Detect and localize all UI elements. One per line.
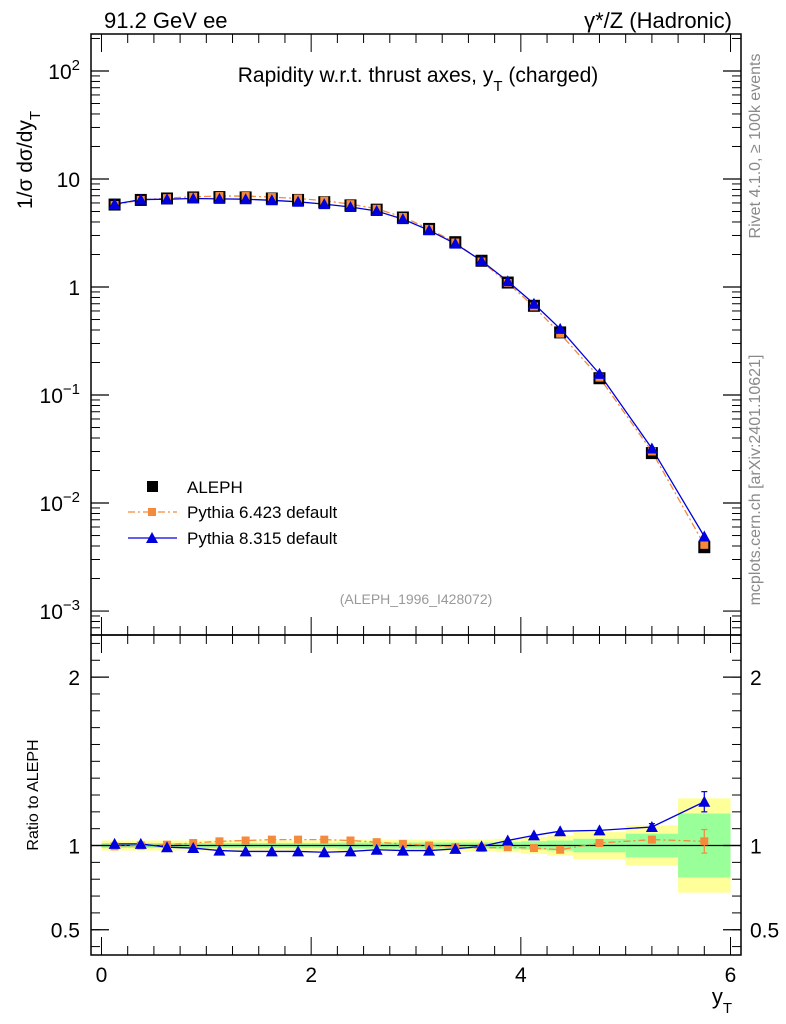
main-point-pythia8 xyxy=(475,254,488,266)
legend-marker-pythia8 xyxy=(146,532,158,543)
ratio-point-pythia8 xyxy=(475,840,488,852)
main-panel: 102 10 1 10−1 10−2 10−3 Rapidity w.r.t. thrus… xyxy=(14,33,742,636)
ratio-panel: 0.5 0.5 1 1 2 2 0 2 4 6 Ratio to ALEPH yT xyxy=(25,634,779,1017)
main-point-pythia8 xyxy=(396,213,409,225)
ratio-point-pythia8 xyxy=(344,845,357,857)
process-label: γ*/Z (Hadronic) xyxy=(584,8,732,33)
main-point-pythia8 xyxy=(344,201,357,213)
ratio-point-pythia6 xyxy=(267,835,276,844)
ratio-point-pythia8 xyxy=(645,821,658,832)
ratio-panel-frame xyxy=(90,634,742,956)
legend: ALEPH Pythia 6.423 default Pythia 8.315 … xyxy=(128,478,338,548)
main-point-pythia8 xyxy=(134,193,147,205)
main-point-pythia8 xyxy=(213,192,226,204)
main-ytick-label: 102 xyxy=(48,57,80,84)
legend-item-pythia6: Pythia 6.423 default xyxy=(128,503,338,522)
ratio-point-pythia6 xyxy=(215,837,224,846)
main-point-pythia8 xyxy=(645,442,658,454)
ratio-point-pythia8 xyxy=(108,837,121,849)
ratio-point-pythia6 xyxy=(398,839,407,848)
ratio-point-pythia8 xyxy=(527,829,540,841)
main-point-pythia8 xyxy=(318,198,331,210)
ratio-xtick-label: 0 xyxy=(96,964,108,987)
mcplots-label: mcplots.cern.ch [arXiv:2401.10621] xyxy=(747,355,764,606)
legend-marker-pythia6 xyxy=(148,508,156,516)
ratio-point-pythia6 xyxy=(320,835,329,844)
ratio-xtick-label: 4 xyxy=(515,964,527,987)
ratio-point-pythia8 xyxy=(396,844,409,856)
ratio-ytick-label: 2 xyxy=(68,667,80,690)
legend-label-aleph: ALEPH xyxy=(187,478,243,497)
legend-label-pythia6: Pythia 6.423 default xyxy=(187,503,338,522)
ratio-point-pythia8 xyxy=(213,844,226,856)
ratio-point-pythia6 xyxy=(372,838,381,847)
main-point-pythia8 xyxy=(292,195,305,207)
main-point-pythia8 xyxy=(423,224,436,236)
ratio-point-pythia6 xyxy=(595,839,604,847)
main-point-pythia8 xyxy=(370,205,383,217)
ratio-point-pythia8 xyxy=(187,842,200,854)
y-axis-label: 1/σ dσ/dyT xyxy=(14,111,44,209)
ratio-point-pythia6 xyxy=(294,835,303,844)
main-ytick-label: 10−3 xyxy=(40,597,80,624)
ratio-xtick-label: 6 xyxy=(725,964,737,987)
main-series-line-1 xyxy=(114,195,705,546)
ratio-y-axis-label: Ratio to ALEPH xyxy=(25,739,42,850)
ratio-point-pythia8 xyxy=(292,845,305,857)
main-point-pythia8 xyxy=(161,193,174,205)
main-point-pythia6 xyxy=(700,540,709,549)
ratio-point-pythia6 xyxy=(346,836,355,845)
ratio-point-pythia8 xyxy=(161,841,174,853)
legend-marker-aleph xyxy=(147,481,158,492)
legend-item-aleph: ALEPH xyxy=(147,478,243,497)
ratio-series-line-0 xyxy=(114,838,705,851)
ratio-ytick-label-right: 1 xyxy=(750,836,762,859)
ratio-point-pythia6 xyxy=(529,844,538,853)
ratio-point-pythia8 xyxy=(370,843,383,855)
main-point-pythia8 xyxy=(527,297,540,309)
main-point-pythia8 xyxy=(554,322,567,334)
ratio-point-pythia8 xyxy=(593,824,606,836)
ratio-point-pythia6 xyxy=(700,837,709,846)
main-point-pythia8 xyxy=(449,237,462,249)
legend-label-pythia8: Pythia 8.315 default xyxy=(187,529,338,548)
ratio-point-pythia8 xyxy=(423,844,436,856)
ratio-xtick-label: 2 xyxy=(305,964,317,987)
ratio-point-pythia8 xyxy=(554,825,567,837)
main-ytick-label: 10 xyxy=(57,169,80,192)
ratio-point-pythia6 xyxy=(241,836,250,845)
main-point-pythia8 xyxy=(239,193,252,205)
main-point-pythia8 xyxy=(501,275,514,287)
main-ytick-label: 10−2 xyxy=(40,489,80,516)
ratio-point-pythia8 xyxy=(265,845,278,857)
ratio-point-pythia6 xyxy=(556,845,565,854)
ratio-ytick-label-right: 2 xyxy=(750,667,762,690)
main-ytick-label: 10−1 xyxy=(40,381,80,408)
ratio-point-pythia8 xyxy=(698,795,711,807)
main-point-pythia8 xyxy=(108,198,121,210)
main-title: Rapidity w.r.t. thrust axes, yT (charged… xyxy=(238,64,599,95)
main-ytick-label: 1 xyxy=(68,277,80,300)
main-point-pythia8 xyxy=(698,530,711,542)
ratio-ytick-label: 0.5 xyxy=(51,920,80,943)
ratio-point-pythia8 xyxy=(318,846,331,858)
ratio-point-pythia6 xyxy=(503,843,512,852)
ratio-ytick-label: 1 xyxy=(68,836,80,859)
main-point-pythia8 xyxy=(265,194,278,206)
x-axis-label: yT xyxy=(712,984,732,1017)
rivet-version-label: Rivet 4.1.0, ≥ 100k events xyxy=(747,54,764,239)
ratio-point-pythia8 xyxy=(449,842,462,854)
ratio-point-pythia8 xyxy=(239,845,252,857)
main-point-pythia8 xyxy=(593,367,606,379)
main-point-pythia8 xyxy=(187,192,200,204)
energy-label: 91.2 GeV ee xyxy=(104,8,228,33)
legend-item-pythia8: Pythia 8.315 default xyxy=(128,529,338,548)
ratio-point-pythia6 xyxy=(647,835,656,844)
ratio-point-pythia8 xyxy=(501,834,514,846)
reference-label: (ALEPH_1996_I428072) xyxy=(340,591,493,607)
ratio-ytick-label-right: 0.5 xyxy=(750,920,779,943)
ratio-point-pythia8 xyxy=(134,837,147,849)
